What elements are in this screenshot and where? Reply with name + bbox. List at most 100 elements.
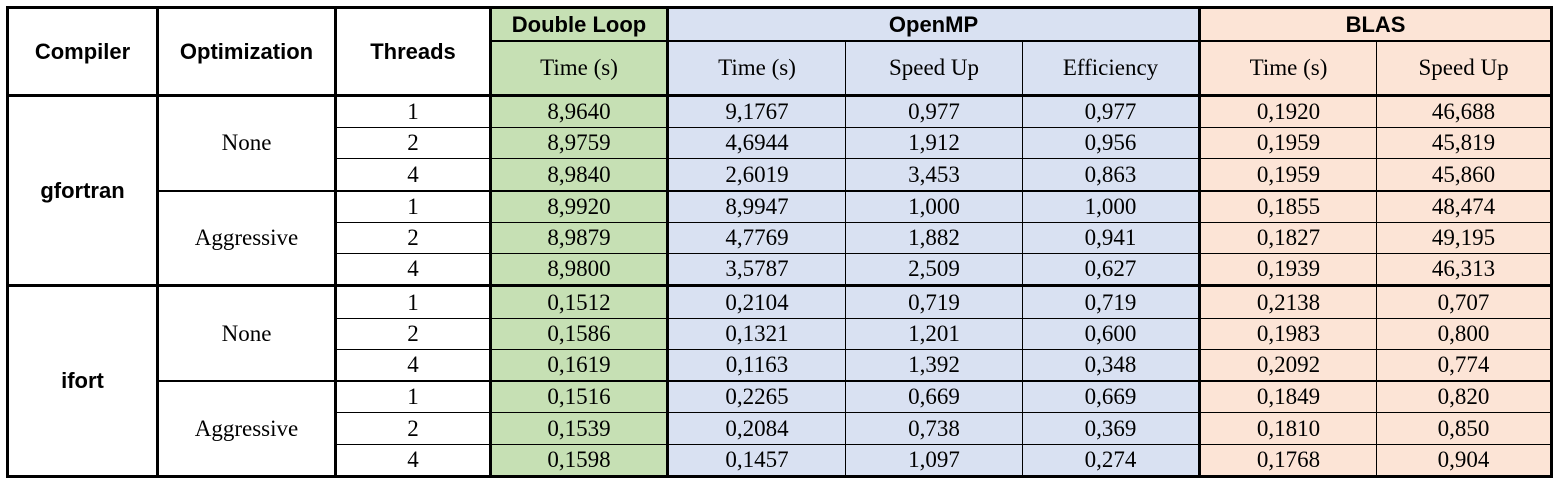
blas-speedup-cell: 45,860 (1376, 158, 1553, 192)
threads-cell: 2 (335, 221, 492, 255)
blas-time-cell: 0,1855 (1199, 190, 1378, 223)
openmp-time-cell: 3,5787 (667, 253, 846, 288)
table-row: 2 0,1586 0,1321 1,201 0,600 0,1983 0,800 (8, 317, 1553, 350)
blas-header: BLAS (1199, 7, 1553, 42)
optimization-cell: None (157, 285, 337, 383)
openmp-time-cell: 0,1163 (667, 348, 846, 383)
blas-speedup-cell: 0,707 (1376, 285, 1553, 319)
double-loop-time-cell: 0,1539 (490, 412, 669, 445)
openmp-time-cell: 0,2104 (667, 285, 846, 319)
compiler-cell: ifort (7, 285, 159, 477)
blas-time-cell: 0,1920 (1199, 94, 1378, 129)
threads-cell: 1 (335, 380, 492, 414)
blas-time-cell: 0,1959 (1199, 127, 1378, 160)
blas-speedup-cell: 45,819 (1376, 127, 1553, 160)
openmp-efficiency-cell: 0,600 (1021, 317, 1202, 350)
optimization-header: Optimization (157, 7, 337, 97)
double-loop-time-cell: 0,1619 (490, 348, 669, 383)
blas-time-cell: 0,2092 (1199, 348, 1378, 383)
threads-cell: 4 (335, 158, 492, 192)
blas-time-cell: 0,1768 (1199, 443, 1378, 478)
openmp-efficiency-cell: 0,977 (1021, 94, 1202, 129)
blas-speedup-cell: 48,474 (1376, 190, 1553, 223)
blas-speedup-cell: 0,850 (1376, 412, 1553, 445)
results-table: Compiler Optimization Threads Double Loo… (6, 6, 1554, 478)
openmp-speedup-cell: 1,097 (845, 443, 1023, 478)
openmp-time-cell: 0,1321 (667, 317, 846, 350)
table-row: 4 8,9800 3,5787 2,509 0,627 0,1939 46,313 (8, 253, 1553, 288)
blas-time-cell: 0,1959 (1199, 158, 1378, 192)
blas-speedup-cell: 0,774 (1376, 348, 1553, 383)
openmp-time-header: Time (s) (667, 40, 846, 97)
openmp-speedup-cell: 0,719 (845, 285, 1023, 319)
blas-time-cell: 0,1939 (1199, 253, 1378, 288)
openmp-efficiency-cell: 0,274 (1021, 443, 1202, 478)
openmp-speedup-cell: 0,738 (845, 412, 1023, 445)
table-body: gfortran None 1 8,9640 9,1767 0,977 0,977 0,192… (7, 94, 1553, 478)
double-loop-time-cell: 8,9840 (490, 158, 669, 192)
blas-speedup-cell: 0,800 (1376, 317, 1553, 350)
openmp-speedup-cell: 1,882 (845, 221, 1023, 255)
openmp-efficiency-header: Efficiency (1021, 40, 1202, 97)
double-loop-time-cell: 8,9759 (490, 127, 669, 160)
threads-cell: 1 (335, 285, 492, 319)
openmp-efficiency-cell: 0,719 (1021, 285, 1202, 319)
double-loop-time-cell: 8,9640 (490, 94, 669, 129)
double-loop-time-cell: 0,1516 (490, 380, 669, 414)
openmp-efficiency-cell: 1,000 (1021, 190, 1202, 223)
openmp-speedup-cell: 1,392 (845, 348, 1023, 383)
compiler-header: Compiler (7, 7, 159, 97)
threads-cell: 2 (335, 127, 492, 160)
blas-time-cell: 0,1810 (1199, 412, 1378, 445)
openmp-time-cell: 0,2265 (667, 380, 846, 414)
table-row: 4 0,1598 0,1457 1,097 0,274 0,1768 0,904 (8, 443, 1553, 478)
blas-time-cell: 0,1827 (1199, 221, 1378, 255)
blas-speedup-cell: 46,313 (1376, 253, 1553, 288)
threads-cell: 4 (335, 348, 492, 383)
openmp-efficiency-cell: 0,369 (1021, 412, 1202, 445)
openmp-speedup-cell: 1,000 (845, 190, 1023, 223)
double-loop-time-header: Time (s) (490, 40, 669, 97)
openmp-time-cell: 0,1457 (667, 443, 846, 478)
blas-time-cell: 0,2138 (1199, 285, 1378, 319)
table-header: Compiler Optimization Threads Double Loo… (7, 7, 1553, 97)
openmp-time-cell: 0,2084 (667, 412, 846, 445)
optimization-cell: None (157, 94, 337, 192)
table-row: gfortran None 1 8,9640 9,1767 0,977 0,977 0,192… (7, 94, 1553, 288)
header-row-1: Compiler Optimization Threads Double Loo… (7, 7, 1553, 97)
double-loop-time-cell: 8,9920 (490, 190, 669, 223)
threads-cell: 2 (335, 317, 492, 350)
table-row: 2 0,1539 0,2084 0,738 0,369 0,1810 0,850 (8, 412, 1553, 445)
openmp-efficiency-cell: 0,941 (1021, 221, 1202, 255)
threads-header: Threads (335, 7, 492, 97)
openmp-speedup-cell: 0,669 (845, 380, 1023, 414)
openmp-header: OpenMP (666, 7, 1202, 42)
openmp-time-cell: 4,7769 (667, 221, 846, 255)
double-loop-time-cell: 0,1512 (490, 285, 669, 319)
table-row: Aggressive 1 0,1516 0,2265 0,669 0,669 0,1849 0… (8, 380, 1553, 478)
table-row: ifort None 1 0,1512 0,2104 0,719 0,719 0,2138 0,… (7, 285, 1553, 477)
compiler-cell: gfortran (7, 94, 159, 288)
openmp-time-cell: 2,6019 (667, 158, 846, 192)
threads-cell: 1 (335, 190, 492, 223)
openmp-time-cell: 4,6944 (667, 127, 846, 160)
threads-cell: 4 (335, 443, 492, 478)
blas-speedup-cell: 49,195 (1376, 221, 1553, 255)
optimization-cell: Aggressive (157, 190, 337, 288)
openmp-time-cell: 8,9947 (667, 190, 846, 223)
double-loop-time-cell: 8,9879 (490, 221, 669, 255)
header-row-2: Time (s) Time (s) Speed Up Efficiency Ti… (8, 40, 1553, 97)
double-loop-time-cell: 0,1586 (490, 317, 669, 350)
threads-cell: 2 (335, 412, 492, 445)
openmp-speedup-cell: 3,453 (845, 158, 1023, 192)
threads-cell: 1 (335, 94, 492, 129)
threads-cell: 4 (335, 253, 492, 288)
table-row: 2 8,9759 4,6944 1,912 0,956 0,1959 45,819 (8, 127, 1553, 160)
openmp-speedup-cell: 0,977 (845, 94, 1023, 129)
double-loop-header: Double Loop (490, 7, 669, 42)
blas-speedup-cell: 46,688 (1376, 94, 1553, 129)
blas-speedup-cell: 0,904 (1376, 443, 1553, 478)
openmp-efficiency-cell: 0,956 (1021, 127, 1202, 160)
blas-time-cell: 0,1983 (1199, 317, 1378, 350)
blas-time-cell: 0,1849 (1199, 380, 1378, 414)
